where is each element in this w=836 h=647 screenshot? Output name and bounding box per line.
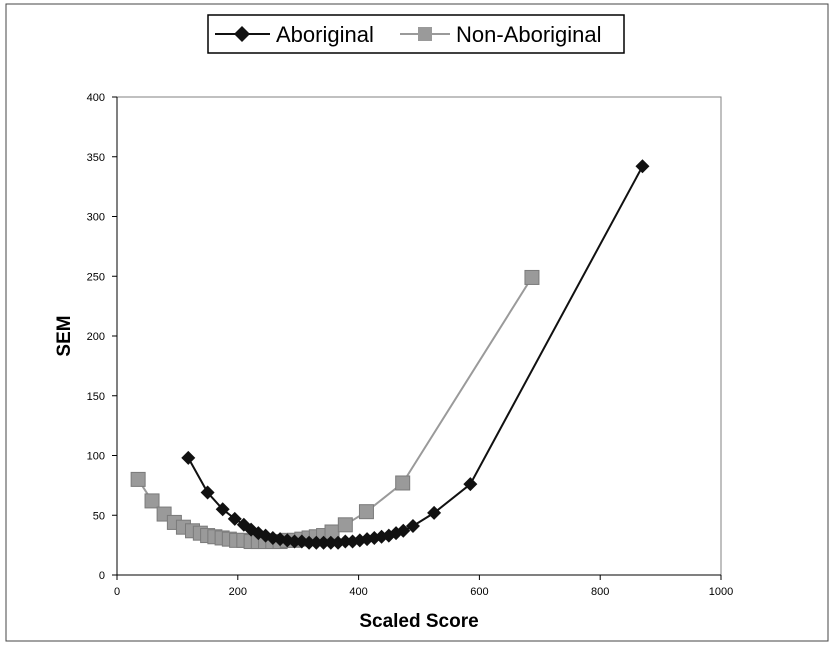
data-point-non-aboriginal <box>337 517 353 533</box>
data-point-aboriginal <box>227 511 242 526</box>
y-tick-label: 100 <box>87 451 105 463</box>
data-point-non-aboriginal <box>524 269 540 285</box>
data-point-aboriginal <box>463 477 478 492</box>
x-tick-label: 200 <box>229 586 247 598</box>
legend-label-non-aboriginal: Non-Aboriginal <box>456 22 602 47</box>
y-tick-label: 50 <box>93 510 105 522</box>
data-point-aboriginal <box>427 505 442 520</box>
y-tick-label: 300 <box>87 212 105 224</box>
data-point-non-aboriginal <box>395 475 411 491</box>
data-point-non-aboriginal <box>358 504 374 520</box>
data-point-aboriginal <box>309 535 324 550</box>
y-tick-label: 200 <box>87 331 105 343</box>
legend-label-aboriginal: Aboriginal <box>276 22 374 47</box>
plot-frame <box>116 96 722 576</box>
legend-item-aboriginal: Aboriginal <box>215 22 374 47</box>
x-tick-label: 800 <box>591 586 609 598</box>
data-point-aboriginal <box>302 535 317 550</box>
y-tick-label: 0 <box>99 570 105 582</box>
data-point-non-aboriginal <box>130 471 146 487</box>
data-point-non-aboriginal <box>144 493 160 509</box>
y-tick-label: 400 <box>87 92 105 104</box>
legend: Aboriginal Non-Aboriginal <box>207 14 625 54</box>
x-axis-title: Scaled Score <box>359 611 478 632</box>
x-ticks: 0 200 400 600 800 1000 <box>114 575 733 598</box>
y-axis-title: SEM <box>54 315 75 356</box>
x-tick-label: 1000 <box>709 586 733 598</box>
data-point-aboriginal <box>396 523 411 538</box>
data-point-aboriginal <box>181 450 196 465</box>
data-point-aboriginal <box>405 519 420 534</box>
data-point-aboriginal <box>244 522 259 537</box>
data-point-aboriginal <box>215 502 230 517</box>
legend-marker-diamond-icon <box>234 26 250 42</box>
series-layer <box>130 159 650 550</box>
series-aboriginal <box>181 159 650 550</box>
x-tick-label: 0 <box>114 586 120 598</box>
legend-marker-square-icon <box>418 27 432 41</box>
data-point-aboriginal <box>316 535 331 550</box>
legend-item-non-aboriginal: Non-Aboriginal <box>400 22 602 47</box>
data-point-aboriginal <box>635 159 650 174</box>
y-ticks: 0 50 100 150 200 250 300 350 400 <box>87 92 117 582</box>
data-point-aboriginal <box>200 485 215 500</box>
data-point-aboriginal <box>323 535 338 550</box>
x-tick-label: 600 <box>470 586 488 598</box>
y-tick-label: 350 <box>87 152 105 164</box>
data-point-aboriginal <box>338 534 353 549</box>
y-tick-label: 150 <box>87 391 105 403</box>
y-tick-label: 250 <box>87 271 105 283</box>
data-point-aboriginal <box>287 534 302 549</box>
x-tick-label: 400 <box>349 586 367 598</box>
